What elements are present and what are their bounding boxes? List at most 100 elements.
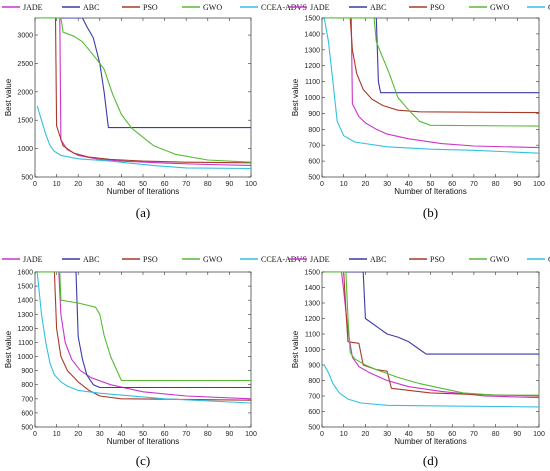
y-tick-label: 3000 xyxy=(17,33,33,40)
legend-label: PSO xyxy=(143,255,158,264)
chart-panel-1: 0 10 20 30 40 50 60 70 80 90 100 500 1000 1500 2000 250… xyxy=(2,3,307,220)
series-line-gwo xyxy=(324,18,539,127)
x-tick-label: 10 xyxy=(53,431,61,438)
chart-panel-2: 0 10 20 30 40 50 60 70 80 90 100 500 600 700 800 900 100… xyxy=(289,3,550,220)
y-tick-label: 1100 xyxy=(305,79,320,86)
series-line-pso xyxy=(37,272,251,401)
x-tick-label: 0 xyxy=(320,181,324,188)
x-tick-label: 30 xyxy=(383,181,391,188)
legend-label: JADE xyxy=(310,3,330,12)
series-line-ccea-advs xyxy=(36,105,251,170)
x-tick-label: 60 xyxy=(448,431,456,438)
x-tick-label: 0 xyxy=(33,431,37,438)
y-tick-label: 1100 xyxy=(18,340,33,347)
legend-label: CCEA-ADVS xyxy=(261,3,307,12)
y-tick-label: 600 xyxy=(21,410,33,417)
x-tick-label: 60 xyxy=(161,181,169,188)
series-line-jade xyxy=(37,272,251,400)
y-tick-label: 1500 xyxy=(304,16,320,23)
series-line-jade xyxy=(324,272,539,399)
legend-label: ABC xyxy=(370,255,386,264)
y-axis-label: Best value xyxy=(291,78,300,116)
x-axis-label: Number of Iterations xyxy=(107,437,179,446)
y-tick-label: 700 xyxy=(308,143,320,150)
legend-label: GWO xyxy=(203,3,222,12)
x-tick-label: 70 xyxy=(182,431,190,438)
series-line-ccea-advs xyxy=(36,272,251,404)
x-tick-label: 10 xyxy=(340,431,348,438)
panel-label: (b) xyxy=(423,205,438,220)
x-tick-label: 90 xyxy=(513,431,521,438)
y-tick-label: 1400 xyxy=(304,31,320,38)
legend-label: CCEA-ADVS xyxy=(548,3,550,12)
plot-frame xyxy=(321,271,540,428)
y-tick-label: 500 xyxy=(21,175,33,182)
x-tick-label: 30 xyxy=(96,181,104,188)
x-tick-label: 20 xyxy=(362,431,370,438)
series-line-abc xyxy=(324,272,539,355)
x-tick-label: 0 xyxy=(320,431,324,438)
legend-label: CCEA-ADVS xyxy=(261,255,307,264)
legend-label: PSO xyxy=(430,255,445,264)
x-tick-label: 60 xyxy=(448,181,456,188)
legend-label: GWO xyxy=(490,255,509,264)
x-tick-label: 0 xyxy=(33,181,37,188)
legend-label: ABC xyxy=(83,3,99,12)
x-tick-label: 10 xyxy=(53,181,61,188)
series-line-pso xyxy=(37,18,251,164)
y-tick-label: 500 xyxy=(308,425,320,432)
y-tick-label: 1000 xyxy=(304,347,320,354)
x-tick-label: 100 xyxy=(533,181,545,188)
legend-label: ABC xyxy=(370,3,386,12)
y-axis-label: Best value xyxy=(4,78,13,116)
x-tick-label: 30 xyxy=(96,431,104,438)
y-tick-label: 1400 xyxy=(17,298,33,305)
panel-label: (a) xyxy=(136,205,150,220)
x-tick-label: 40 xyxy=(118,181,126,188)
series-line-gwo xyxy=(37,18,251,163)
x-tick-label: 80 xyxy=(204,181,212,188)
y-tick-label: 1100 xyxy=(305,332,320,339)
y-axis-label: Best value xyxy=(291,330,300,368)
x-tick-label: 90 xyxy=(513,181,521,188)
y-tick-label: 700 xyxy=(21,396,33,403)
plot-frame xyxy=(321,17,540,178)
y-tick-label: 1500 xyxy=(17,284,33,291)
y-tick-label: 1000 xyxy=(304,95,320,102)
x-tick-label: 60 xyxy=(161,431,169,438)
x-tick-label: 20 xyxy=(74,431,82,438)
y-tick-label: 1600 xyxy=(17,270,33,277)
legend-label: PSO xyxy=(143,3,158,12)
y-tick-label: 1200 xyxy=(17,326,33,333)
y-tick-label: 2000 xyxy=(17,89,33,96)
x-tick-label: 50 xyxy=(139,431,147,438)
series-line-gwo xyxy=(37,272,251,382)
chart-panel-3: 0 10 20 30 40 50 60 70 80 90 100 500 600 700 800 900 100… xyxy=(2,255,307,468)
series-line-jade xyxy=(324,18,539,149)
y-tick-label: 2500 xyxy=(17,61,33,68)
legend: JADE ABC PSO GWO CCEA-ADVS xyxy=(289,255,550,264)
series-lines xyxy=(36,18,251,170)
x-tick-label: 70 xyxy=(470,181,478,188)
series-line-pso xyxy=(324,18,539,114)
series-line-abc xyxy=(37,18,251,129)
y-tick-label: 600 xyxy=(308,409,320,416)
y-tick-label: 600 xyxy=(308,159,320,166)
y-tick-label: 1400 xyxy=(304,285,320,292)
legend-label: GWO xyxy=(490,3,509,12)
series-lines xyxy=(323,18,539,154)
x-tick-label: 80 xyxy=(492,431,500,438)
x-tick-label: 30 xyxy=(383,431,391,438)
y-tick-label: 500 xyxy=(21,425,33,432)
y-tick-label: 1200 xyxy=(304,63,320,70)
y-tick-label: 1300 xyxy=(304,47,320,54)
x-tick-label: 50 xyxy=(427,181,435,188)
series-lines xyxy=(323,272,539,408)
x-tick-label: 80 xyxy=(492,181,500,188)
y-tick-label: 700 xyxy=(308,394,320,401)
y-tick-label: 800 xyxy=(308,127,320,134)
legend-label: JADE xyxy=(310,255,330,264)
y-tick-label: 800 xyxy=(21,382,33,389)
panel-label: (c) xyxy=(136,453,150,468)
